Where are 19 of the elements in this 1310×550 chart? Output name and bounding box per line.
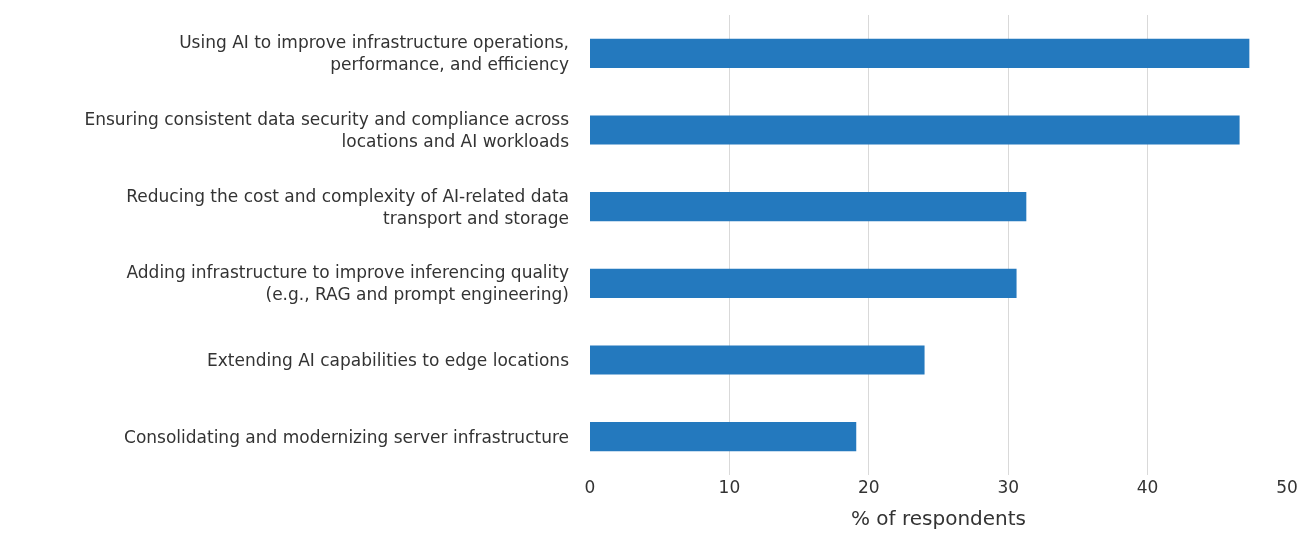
y-tick-label: Consolidating and modernizing server infrastructure <box>124 426 569 447</box>
x-tick-label: 10 <box>718 477 741 497</box>
x-tick-label: 20 <box>857 477 880 497</box>
y-tick-label: Reducing the cost and complexity of AI-related data transport and storage <box>126 185 569 228</box>
y-tick-label: Ensuring consistent data security and compliance across locations and AI workloads <box>84 108 570 151</box>
bar <box>590 345 925 375</box>
x-tick-label: 0 <box>584 477 596 497</box>
bar <box>590 192 1027 222</box>
x-tick-label: 40 <box>1136 477 1159 497</box>
y-tick-label: Extending AI capabilities to edge locations <box>207 349 570 370</box>
x-tick-label: 30 <box>997 477 1020 497</box>
bar <box>590 38 1250 68</box>
x-axis-title: % of respondents <box>850 505 1027 530</box>
y-tick-label: Using AI to improve infrastructure operations, performance, and efficiency <box>179 32 569 75</box>
bar <box>590 422 857 452</box>
x-tick-label: 50 <box>1276 477 1298 497</box>
bar <box>590 268 1017 298</box>
bar <box>590 115 1240 145</box>
y-tick-label: Adding infrastructure to improve inferencing quality (e.g., RAG and prompt engineering) <box>126 262 569 305</box>
